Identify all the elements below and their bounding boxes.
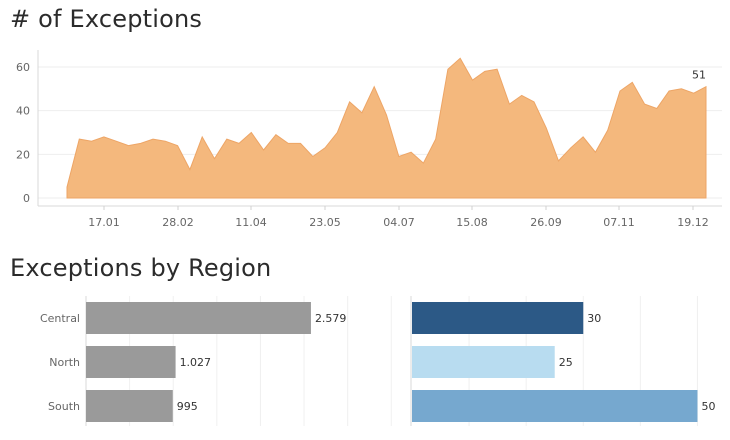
region-count-value: 30 — [587, 312, 601, 325]
region-label: South — [48, 400, 80, 413]
region-count-bar — [412, 302, 584, 334]
x-tick-label: 15.08 — [456, 216, 488, 229]
exceptions-chart-title: # of Exceptions — [10, 5, 203, 33]
y-tick-label: 0 — [23, 192, 30, 205]
y-tick-label: 20 — [16, 148, 30, 161]
x-tick-label: 07.11 — [603, 216, 635, 229]
x-tick-label: 26.09 — [530, 216, 562, 229]
last-value-label: 51 — [692, 69, 706, 82]
exceptions-area — [66, 57, 707, 199]
x-tick-label: 19.12 — [677, 216, 709, 229]
region-bar-value: 995 — [177, 400, 198, 413]
region-bar — [86, 390, 173, 422]
x-tick-label: 11.04 — [235, 216, 267, 229]
x-tick-label: 17.01 — [88, 216, 120, 229]
region-label: North — [49, 356, 80, 369]
region-bar-value: 1.027 — [180, 356, 212, 369]
exceptions-area-chart: 0 20 40 60 17.01 28.02 11.04 23.05 04.07 15.08 26.… — [16, 50, 722, 229]
y-tick-label: 40 — [16, 105, 30, 118]
region-label: Central — [40, 312, 80, 325]
x-tick-label: 23.05 — [309, 216, 341, 229]
x-tick-label: 28.02 — [162, 216, 194, 229]
region-bar — [86, 302, 311, 334]
region-count-value: 25 — [559, 356, 573, 369]
region-chart-title: Exceptions by Region — [10, 254, 272, 282]
region-count-value: 50 — [701, 400, 715, 413]
region-bar-value: 2.579 — [315, 312, 347, 325]
y-tick-label: 60 — [16, 61, 30, 74]
region-count-bar — [412, 346, 555, 378]
region-bar — [86, 346, 176, 378]
x-tick-label: 04.07 — [383, 216, 415, 229]
region-count-bar — [412, 390, 698, 422]
